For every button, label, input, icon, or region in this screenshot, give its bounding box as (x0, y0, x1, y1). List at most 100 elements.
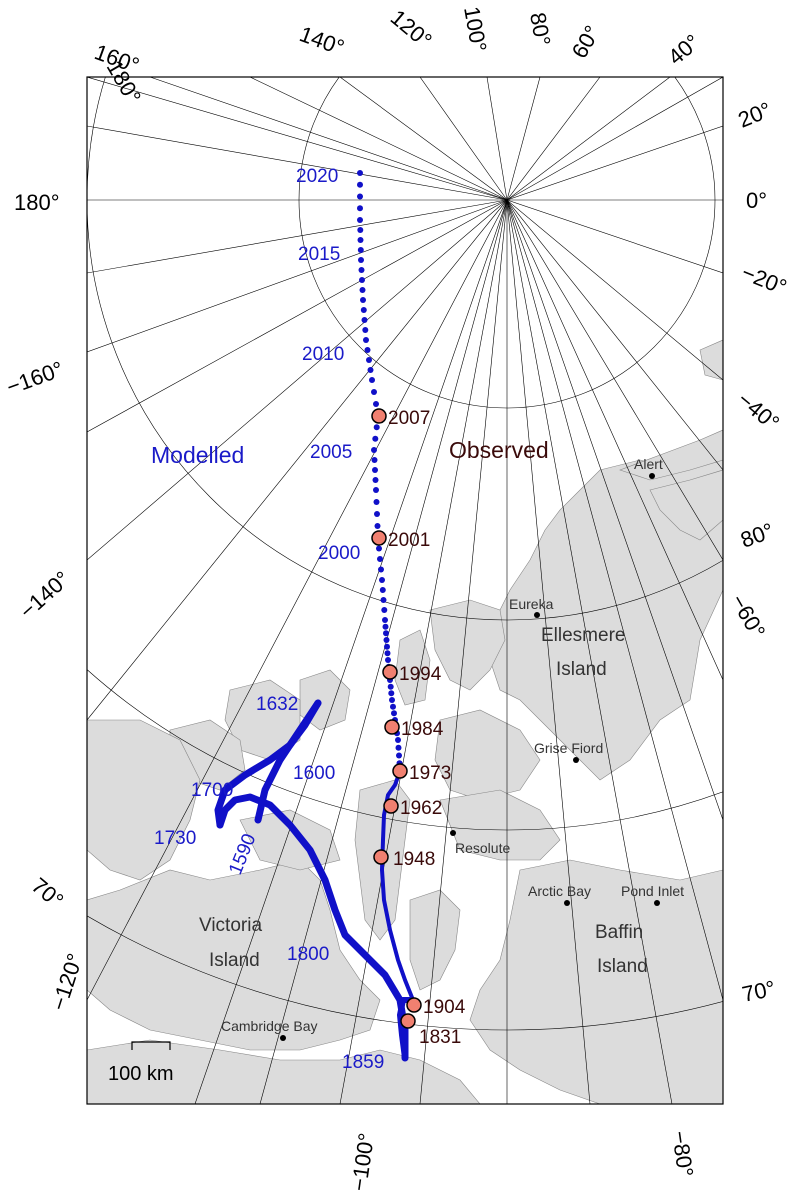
year-label-1600: 1600 (293, 763, 335, 784)
obs-label-1904: 1904 (423, 997, 466, 1018)
observed-marker-2001 (371, 530, 387, 546)
modelled-dot (357, 217, 363, 223)
lon-label-bottom-neg100: −100° (346, 1131, 379, 1192)
modelled-dot (360, 307, 367, 313)
modelled-path-1600-1730 (214, 699, 322, 829)
lon-label-top-100: 100° (459, 5, 492, 54)
modelled-dot (376, 545, 382, 552)
lon-label-top-120: 120° (386, 5, 437, 53)
longitude-labels-top: 180° 160° 140° 120° 100° 80° 60° 40° (91, 5, 704, 108)
scale-bar-label: 100 km (108, 1063, 174, 1085)
modelled-dot (358, 267, 365, 273)
legend-observed: Observed (449, 437, 549, 463)
modelled-dot (373, 499, 380, 505)
modelled-dot (357, 205, 363, 212)
modelled-dot (369, 377, 375, 383)
modelled-dot (373, 487, 379, 493)
modelled-path-1859-1904 (397, 997, 416, 1061)
modelled-dot (357, 170, 363, 176)
obs-label-1984: 1984 (401, 719, 444, 740)
place-dot-arctic-bay (564, 900, 570, 906)
longitude-labels-bottom: −100° −80° (346, 1129, 698, 1192)
lon-label-right-80lat: 80° (737, 518, 777, 553)
modelled-dot (384, 643, 390, 650)
obs-label-1948: 1948 (393, 849, 435, 870)
lon-label-left-70lat: 70° (27, 873, 69, 914)
year-label-2020: 2020 (296, 166, 338, 187)
lon-label-right-neg60: −60° (726, 590, 771, 642)
modelled-dot (359, 277, 365, 283)
place-markers (280, 473, 660, 1041)
modelled-dot (377, 556, 383, 562)
year-label-2005: 2005 (310, 442, 352, 463)
island-label-baffin-1: Baffin (595, 922, 643, 943)
place-label-resolute: Resolute (455, 840, 510, 856)
lon-label-left-neg140: −140° (15, 566, 75, 624)
scale-bar: 100 km (108, 1041, 174, 1085)
place-dot-cambridge-bay (280, 1035, 286, 1041)
modelled-dot (374, 523, 381, 529)
modelled-path-1730-1800 (216, 793, 409, 1062)
island-labels: Ellesmere Island Victoria Island Baffin … (199, 625, 648, 977)
modelled-dot (361, 317, 368, 323)
modelled-dot (367, 367, 374, 373)
modelled-dot (373, 401, 379, 407)
observed-marker-1962 (383, 798, 399, 814)
observed-year-labels: 2007 2001 1994 1984 1973 1962 1948 1904 … (388, 408, 466, 1048)
modelled-dot (378, 566, 384, 573)
observed-marker-1904 (406, 997, 422, 1013)
place-label-eureka: Eureka (509, 596, 554, 612)
modelled-dot (357, 181, 363, 188)
obs-label-1962: 1962 (400, 798, 442, 819)
obs-label-1973: 1973 (409, 763, 451, 784)
modelled-dot (395, 744, 402, 751)
modelled-path-1904-1948 (380, 769, 415, 1002)
lon-label-right-0: 0° (746, 188, 767, 213)
place-dot-resolute (450, 830, 456, 836)
observed-marker-1831 (400, 1013, 416, 1029)
obs-label-2001: 2001 (388, 530, 430, 551)
modelled-dot (357, 247, 364, 253)
lon-label-top-140: 140° (296, 21, 347, 60)
lon-label-top-80: 80° (525, 11, 555, 48)
modelled-path (214, 699, 416, 1062)
place-label-arctic-bay: Arctic Bay (528, 883, 591, 899)
year-label-1730: 1730 (154, 828, 196, 849)
modelled-dot (371, 389, 377, 395)
year-label-1859: 1859 (342, 1052, 384, 1073)
modelled-dot (385, 657, 391, 663)
observed-marker-1994 (382, 664, 398, 680)
modelled-dot (359, 287, 366, 293)
modelled-dot (360, 297, 366, 303)
modelled-dot (391, 710, 397, 717)
place-dot-pond-inlet (654, 900, 660, 906)
place-dot-alert (649, 473, 655, 479)
lon-label-right-20: 20° (735, 97, 775, 133)
lon-label-right-70lat: 70° (740, 976, 778, 1007)
modelled-dot (371, 447, 377, 453)
place-dot-grise-fiord (573, 757, 579, 763)
lon-label-left-neg120: −120° (46, 950, 88, 1013)
modelled-dot (372, 477, 379, 483)
island-label-victoria-2: Island (209, 950, 260, 971)
modelled-dot (357, 227, 364, 233)
observed-marker-1984 (384, 719, 400, 735)
lon-label-right-neg20: −20° (738, 259, 790, 299)
island-label-baffin-2: Island (597, 956, 648, 977)
island-label-victoria-1: Victoria (199, 915, 262, 936)
modelled-dot (383, 637, 390, 643)
year-label-1700: 1700 (191, 780, 233, 801)
lon-label-left-neg160: −160° (3, 356, 66, 399)
modelled-dot (379, 587, 386, 593)
lon-label-top-40: 40° (663, 29, 705, 70)
modelled-dot (364, 347, 371, 353)
year-label-1632: 1632 (256, 694, 298, 715)
modelled-dot (395, 737, 401, 743)
lon-label-bottom-neg80: −80° (667, 1129, 698, 1178)
place-label-pond-inlet: Pond Inlet (621, 883, 684, 899)
map-frame (86, 76, 724, 1105)
observed-marker-1973 (392, 763, 408, 779)
modelled-dot (372, 435, 379, 442)
modelled-dot (372, 467, 378, 473)
